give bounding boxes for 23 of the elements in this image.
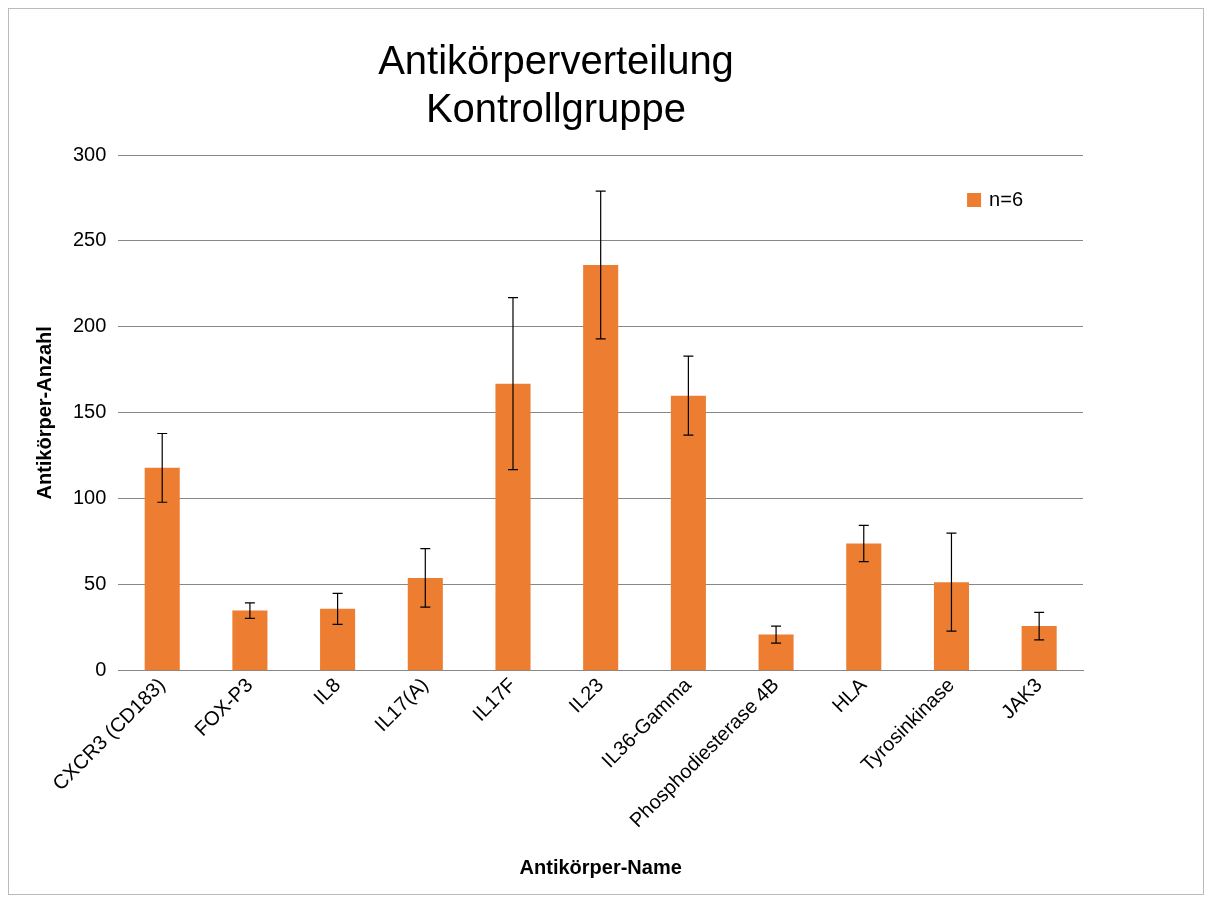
chart-title: Antikörperverteilung Kontrollgruppe	[378, 38, 734, 131]
bar	[670, 395, 706, 671]
y-tick-label: 50	[84, 572, 107, 595]
y-axis-title: Antikörper-Anzahl	[32, 326, 55, 500]
y-tick-label: 300	[72, 142, 107, 165]
bar	[758, 634, 794, 671]
x-tick-label: IL8	[309, 673, 345, 709]
x-axis-title: Antikörper-Name	[519, 855, 682, 878]
legend-label: n=6	[989, 187, 1024, 210]
bar	[232, 610, 268, 671]
bar	[320, 608, 356, 671]
bar	[933, 582, 969, 671]
y-tick-label: 250	[72, 228, 107, 251]
bar	[1021, 626, 1057, 671]
y-tick-label: 100	[72, 486, 107, 509]
bar	[583, 265, 619, 671]
y-tick-label: 200	[72, 314, 107, 337]
y-tick-label: 150	[72, 400, 107, 423]
bar	[495, 383, 531, 671]
bar	[407, 577, 443, 671]
bar	[144, 467, 180, 671]
y-tick-label: 0	[95, 658, 107, 681]
bar	[846, 543, 882, 671]
